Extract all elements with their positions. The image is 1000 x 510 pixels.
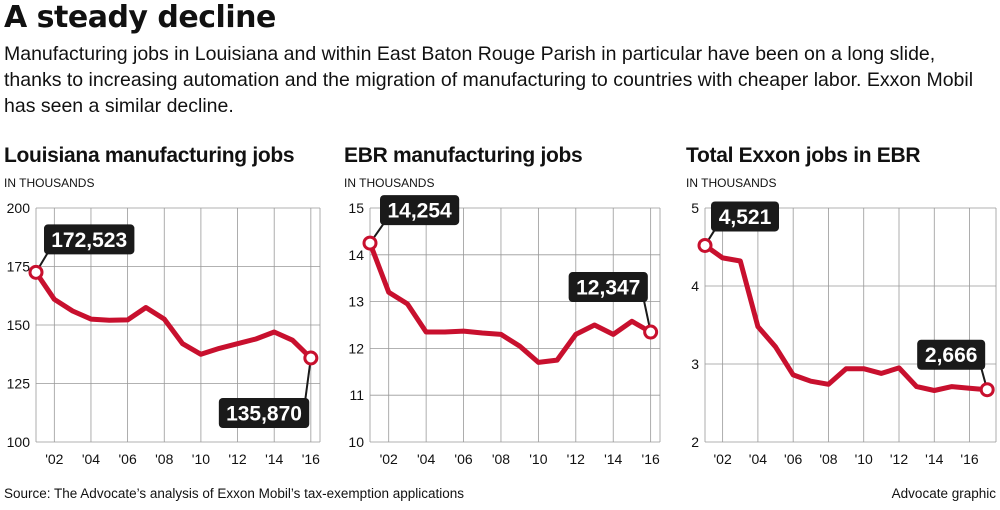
callout-label-exxon: 4,521 <box>719 206 772 229</box>
x-tick-label-louisiana: '14 <box>265 451 283 467</box>
y-tick-label-louisiana: 125 <box>7 376 31 392</box>
series-line-ebr <box>367 240 654 365</box>
x-tick-label-exxon: '16 <box>960 451 978 467</box>
x-tick-label-ebr: '16 <box>642 451 660 467</box>
callout-box-exxon <box>711 201 779 232</box>
dek-text: Manufacturing jobs in Louisiana and with… <box>4 43 974 117</box>
y-tick-label-ebr: 14 <box>348 247 364 263</box>
series-line-exxon <box>702 242 990 393</box>
y-tick-label-exxon: 4 <box>691 278 699 294</box>
callout-label-ebr: 12,347 <box>576 277 640 300</box>
panel-unit-ebr: IN THOUSANDS <box>344 176 435 190</box>
x-tick-label-exxon: '10 <box>855 451 873 467</box>
x-tick-label-ebr: '08 <box>492 451 510 467</box>
headline: A steady decline <box>4 0 276 35</box>
x-tick-label-ebr: '12 <box>567 451 585 467</box>
x-tick-label-exxon: '12 <box>890 451 908 467</box>
x-tick-label-louisiana: '08 <box>155 451 173 467</box>
x-tick-label-louisiana: '12 <box>228 451 246 467</box>
data-point-exxon <box>697 237 713 253</box>
callout-box-louisiana <box>44 224 135 255</box>
callout-box-louisiana <box>218 397 310 428</box>
callout-label-ebr: 14,254 <box>387 200 452 223</box>
y-tick-label-exxon: 5 <box>691 200 699 216</box>
callout-box-exxon <box>917 339 986 370</box>
series-line-louisiana <box>33 269 314 361</box>
data-point-ebr <box>362 235 378 251</box>
credit-note: Advocate graphic <box>891 486 996 501</box>
callout-box-ebr <box>380 195 460 226</box>
y-tick-label-louisiana: 150 <box>7 317 31 333</box>
x-tick-label-ebr: '06 <box>454 451 472 467</box>
x-tick-label-exxon: '08 <box>819 451 837 467</box>
x-tick-label-ebr: '14 <box>604 451 622 467</box>
x-tick-label-louisiana: '16 <box>302 451 320 467</box>
x-tick-label-ebr: '10 <box>529 451 547 467</box>
x-tick-label-exxon: '06 <box>784 451 802 467</box>
callout-label-louisiana: 172,523 <box>51 229 127 252</box>
x-tick-label-exxon: '02 <box>714 451 732 467</box>
y-tick-label-exxon: 3 <box>691 356 699 372</box>
y-tick-label-ebr: 11 <box>349 387 364 403</box>
callout-label-exxon: 2,666 <box>925 344 978 367</box>
y-tick-label-ebr: 10 <box>348 434 364 450</box>
callout-label-louisiana: 135,870 <box>226 402 302 425</box>
source-note: Source: The Advocate’s analysis of Exxon… <box>4 486 465 501</box>
y-tick-label-louisiana: 100 <box>7 434 31 450</box>
panel-unit-louisiana: IN THOUSANDS <box>4 176 95 190</box>
y-tick-label-ebr: 12 <box>348 340 364 356</box>
panel-title-ebr: EBR manufacturing jobs <box>344 144 583 167</box>
panel-title-exxon: Total Exxon jobs in EBR <box>686 144 921 167</box>
panel-unit-exxon: IN THOUSANDS <box>686 176 777 190</box>
data-point-louisiana <box>303 350 319 366</box>
x-tick-label-louisiana: '02 <box>45 451 63 467</box>
y-tick-label-exxon: 2 <box>691 434 699 450</box>
x-tick-label-ebr: '04 <box>417 451 435 467</box>
data-point-ebr <box>643 324 659 340</box>
y-tick-label-louisiana: 200 <box>7 200 31 216</box>
y-tick-label-ebr: 15 <box>348 200 364 216</box>
x-tick-label-louisiana: '04 <box>82 451 100 467</box>
data-point-exxon <box>979 382 995 398</box>
x-tick-label-exxon: '14 <box>925 451 943 467</box>
panel-title-louisiana: Louisiana manufacturing jobs <box>4 144 295 167</box>
x-tick-label-ebr: '02 <box>380 451 398 467</box>
callout-box-ebr <box>568 272 648 303</box>
x-tick-label-louisiana: '10 <box>192 451 210 467</box>
x-tick-label-exxon: '04 <box>749 451 767 467</box>
data-point-louisiana <box>28 264 44 280</box>
x-tick-label-louisiana: '06 <box>118 451 136 467</box>
y-tick-label-louisiana: 175 <box>7 259 31 275</box>
y-tick-label-ebr: 13 <box>348 294 364 310</box>
